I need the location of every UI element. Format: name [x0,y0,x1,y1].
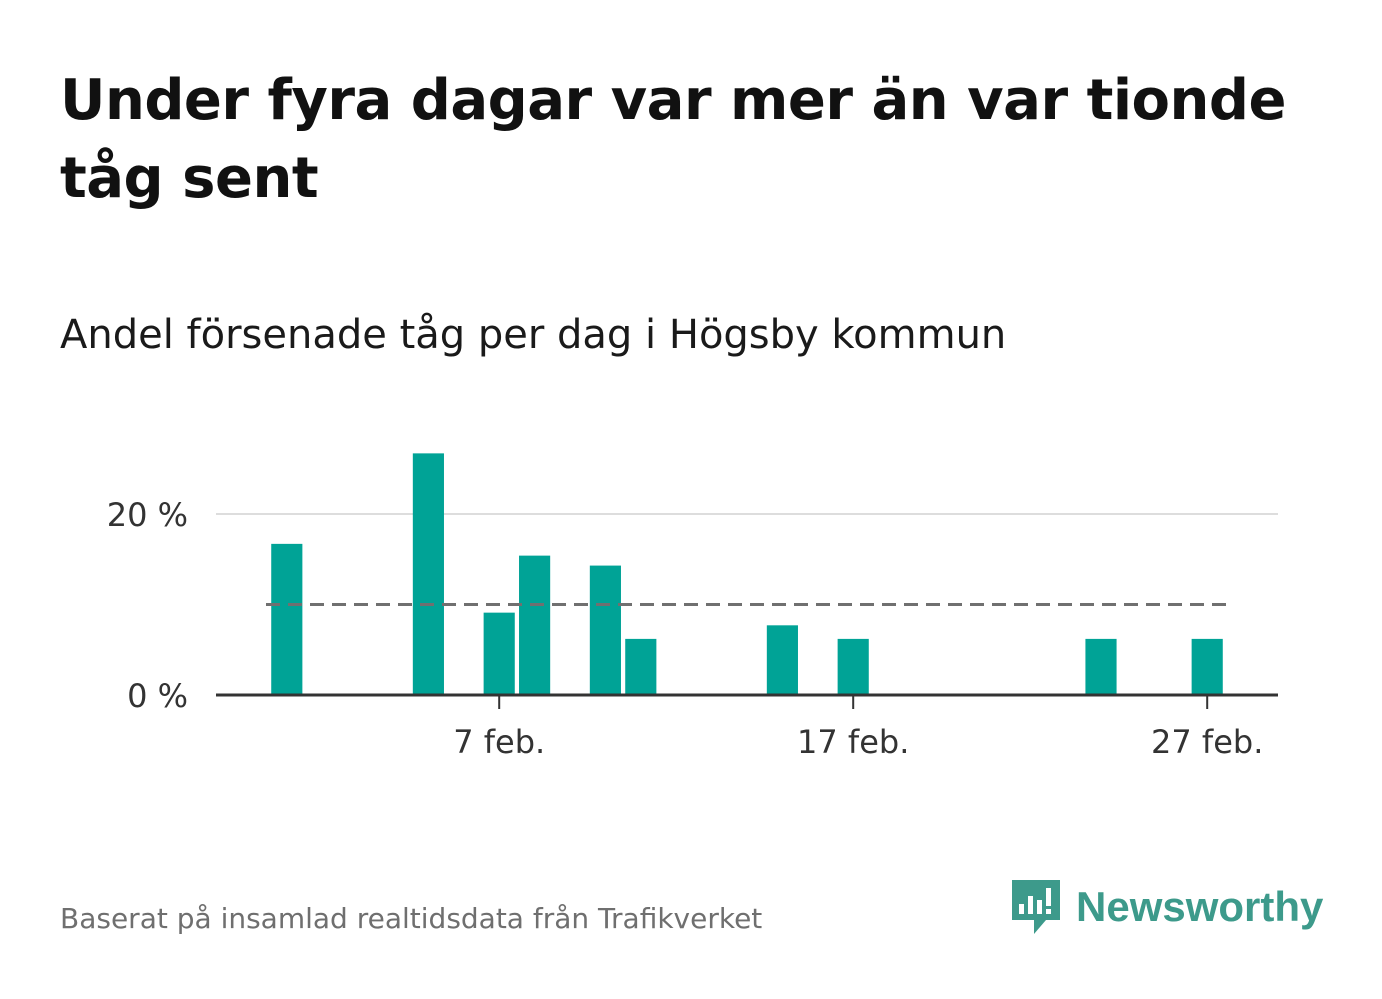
bar [1191,638,1223,695]
brand-name: Newsworthy [1076,883,1324,930]
brand-logo: Newsworthy [1008,876,1323,938]
bar [589,565,621,695]
chart-subtitle: Andel försenade tåg per dag i Högsby kom… [60,312,1007,358]
newsworthy-logo-icon [1012,880,1060,934]
source-note: Baserat på insamlad realtidsdata från Tr… [60,902,763,935]
x-tick-label: 27 feb. [1151,723,1263,761]
bar [837,638,869,695]
x-tick-label: 17 feb. [797,723,909,761]
bar [483,612,515,695]
bar [519,555,551,695]
bar [271,543,303,695]
x-tick-label: 7 feb. [453,723,545,761]
y-tick-label: 0 % [127,677,188,715]
bar [766,625,798,695]
bar [1085,638,1117,695]
chart-title: Under fyra dagar var mer än var tionde t… [60,68,1286,211]
bar [412,453,444,695]
bar [625,638,657,695]
y-tick-label: 20 % [107,496,188,534]
